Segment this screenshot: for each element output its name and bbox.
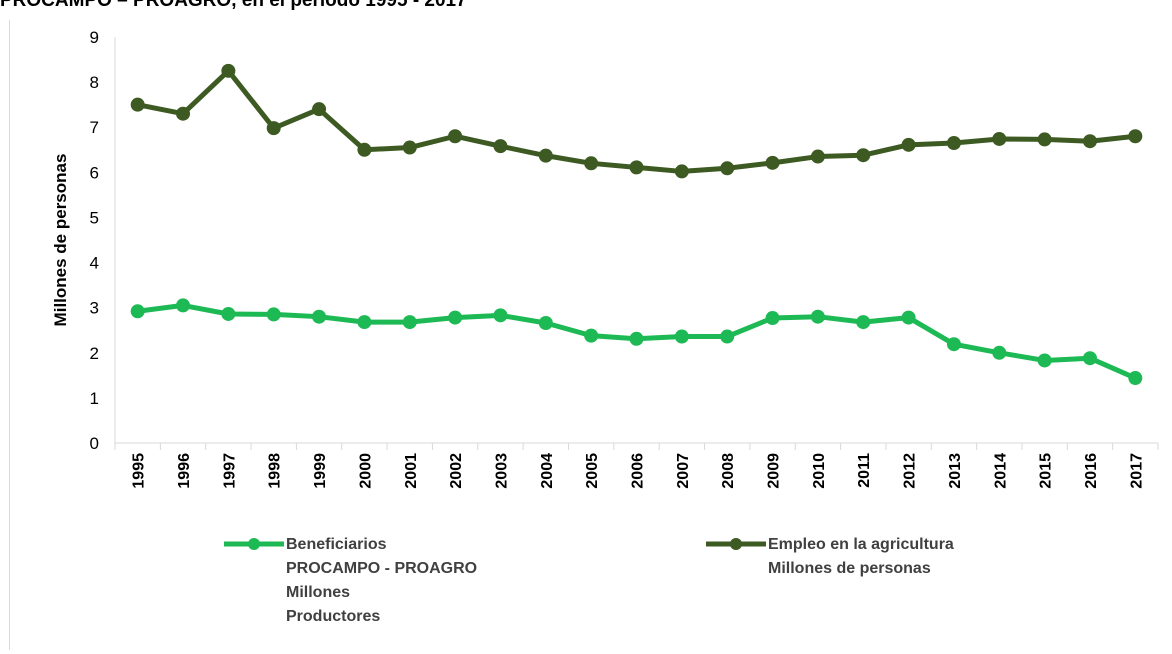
data-point bbox=[720, 161, 735, 176]
x-tick-label: 1995 bbox=[131, 453, 148, 489]
x-tick-label: 1997 bbox=[221, 453, 238, 489]
x-tick-label: 1999 bbox=[312, 453, 329, 489]
x-tick-label: 2007 bbox=[675, 453, 692, 489]
data-point bbox=[901, 137, 916, 152]
data-point bbox=[810, 309, 825, 324]
data-point bbox=[538, 148, 553, 163]
x-axis: 1995 1996 1997 1998 1999 2000 2001 2002 2003 2004… bbox=[114, 442, 1159, 489]
y-tick-label: 7 bbox=[90, 118, 99, 137]
data-point bbox=[720, 329, 735, 344]
data-point bbox=[584, 156, 599, 171]
data-point bbox=[221, 63, 236, 78]
series-beneficiarios bbox=[130, 298, 1143, 386]
data-point bbox=[130, 97, 145, 112]
x-tick-label: 2008 bbox=[720, 453, 737, 489]
y-tick-label: 2 bbox=[90, 344, 99, 363]
x-tick-label: 2011 bbox=[856, 453, 873, 488]
x-tick-label: 2001 bbox=[403, 453, 420, 489]
legend-line-2: Millones de personas bbox=[768, 560, 931, 577]
data-point bbox=[901, 310, 916, 325]
legend-line-1: Beneficiarios bbox=[286, 536, 387, 553]
y-tick-label: 4 bbox=[90, 254, 99, 273]
x-tick-label: 2013 bbox=[947, 453, 964, 489]
data-point bbox=[357, 142, 372, 157]
data-point bbox=[538, 316, 553, 331]
data-point bbox=[856, 315, 871, 330]
x-tick-label: 2003 bbox=[493, 453, 510, 489]
data-point bbox=[584, 328, 599, 343]
chart-area bbox=[9, 20, 1170, 650]
data-point bbox=[130, 304, 145, 319]
legend-line-2: PROCAMPO - PROAGRO bbox=[286, 560, 478, 577]
y-axis: 0 1 2 3 4 5 6 7 8 9 bbox=[90, 28, 116, 453]
y-tick-label: 5 bbox=[90, 208, 99, 227]
data-point bbox=[448, 310, 463, 325]
data-point bbox=[357, 315, 372, 330]
x-tick-label: 2005 bbox=[584, 453, 601, 489]
data-point bbox=[629, 160, 644, 175]
data-point bbox=[448, 129, 463, 144]
x-tick-label: 2002 bbox=[448, 453, 465, 489]
data-point bbox=[176, 106, 191, 121]
data-point bbox=[266, 307, 281, 322]
data-point bbox=[674, 329, 689, 344]
legend-line-4: Productores bbox=[286, 608, 381, 625]
data-point bbox=[1128, 371, 1143, 386]
legend-line-3: Millones bbox=[286, 584, 351, 601]
data-point bbox=[946, 136, 961, 151]
data-point bbox=[992, 345, 1007, 360]
legend-swatch-beneficiarios bbox=[224, 538, 284, 550]
x-tick-label: 2006 bbox=[630, 453, 647, 489]
data-point bbox=[312, 102, 327, 117]
data-point bbox=[810, 149, 825, 164]
data-point bbox=[221, 306, 236, 321]
data-point bbox=[629, 331, 644, 346]
data-point bbox=[765, 311, 780, 326]
data-point bbox=[1037, 353, 1052, 368]
chart-title: PROCAMPO – PROAGRO, en el periodo 1995 -… bbox=[0, 0, 467, 11]
series-line bbox=[137, 68, 1136, 174]
data-point bbox=[493, 139, 508, 154]
data-point bbox=[1082, 134, 1097, 149]
x-tick-label: 1998 bbox=[267, 453, 284, 489]
x-tick-label: 2009 bbox=[766, 453, 783, 489]
y-tick-label: 0 bbox=[90, 434, 99, 453]
x-tick-label: 2014 bbox=[992, 453, 1009, 489]
x-tick-label: 2010 bbox=[811, 453, 828, 489]
x-tick-label: 1996 bbox=[176, 453, 193, 489]
data-point bbox=[402, 315, 417, 330]
data-point bbox=[176, 298, 191, 313]
legend-swatch-empleo bbox=[706, 538, 766, 550]
y-axis-label: Millones de personas bbox=[51, 154, 70, 327]
data-point bbox=[856, 148, 871, 163]
x-tick-label: 2016 bbox=[1083, 453, 1100, 489]
x-tick-label: 2015 bbox=[1038, 453, 1055, 489]
data-point bbox=[992, 131, 1007, 146]
data-point bbox=[312, 309, 327, 324]
data-point bbox=[266, 121, 281, 136]
data-point bbox=[765, 155, 780, 170]
data-point bbox=[1082, 351, 1097, 366]
y-tick-label: 9 bbox=[90, 28, 99, 47]
data-point bbox=[946, 337, 961, 352]
x-tick-label: 2000 bbox=[357, 453, 374, 489]
series-layer bbox=[130, 63, 1143, 386]
series-empleo bbox=[130, 63, 1143, 179]
data-point bbox=[674, 164, 689, 179]
y-tick-label: 6 bbox=[90, 163, 99, 182]
x-tick-label: 2004 bbox=[539, 453, 556, 489]
data-point bbox=[493, 308, 508, 323]
y-tick-label: 8 bbox=[90, 73, 99, 92]
x-tick-label: 2012 bbox=[902, 453, 919, 489]
legend-line-1: Empleo en la agricultura bbox=[768, 536, 954, 553]
y-tick-label: 1 bbox=[90, 389, 99, 408]
data-point bbox=[402, 140, 417, 155]
x-tick-label: 2017 bbox=[1128, 453, 1145, 489]
data-point bbox=[1128, 129, 1143, 144]
y-tick-label: 3 bbox=[90, 299, 99, 318]
data-point bbox=[1037, 132, 1052, 147]
